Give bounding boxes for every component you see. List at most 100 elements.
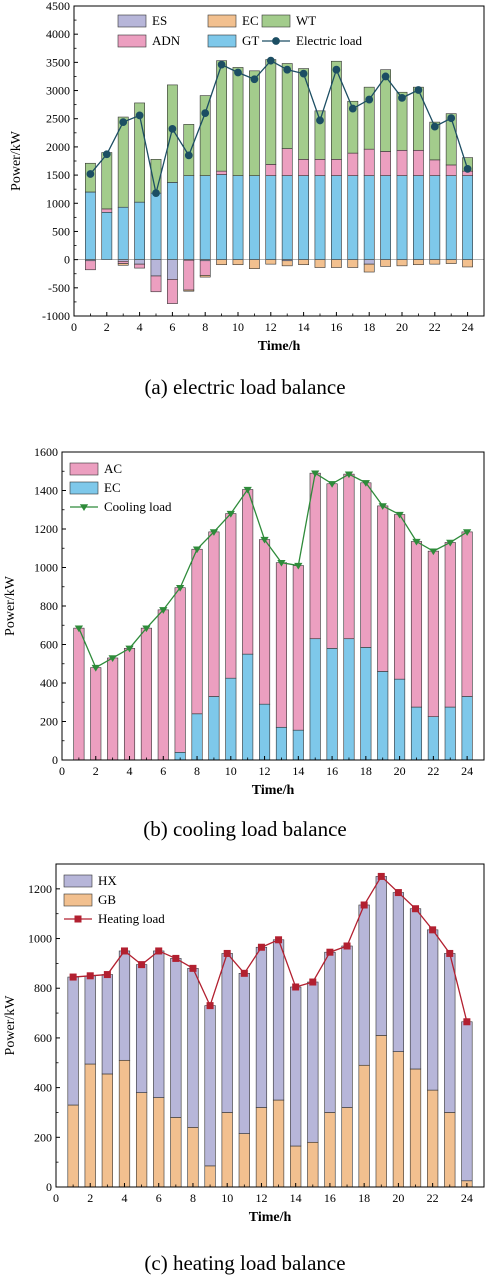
x-tick-label: 4 (121, 1191, 127, 1205)
bar-gt-5 (150, 192, 162, 260)
legend-label-cooling-load: Cooling load (104, 499, 172, 514)
point-2 (102, 150, 111, 159)
y-tick-label: 400 (40, 676, 58, 690)
bar-wt-16 (331, 60, 342, 160)
bar-ac-18 (360, 482, 372, 648)
legend-marker (74, 915, 82, 923)
bar-gt-16 (331, 175, 342, 260)
point-16 (326, 948, 334, 956)
x-tick-label: 10 (221, 1191, 233, 1205)
point-8 (189, 964, 197, 972)
bar-wt-7 (183, 124, 195, 176)
bar-ac-11 (242, 489, 254, 655)
bar-gb-16 (324, 1112, 336, 1188)
bar-ec-18 (363, 263, 375, 273)
x-tick-label: 2 (104, 320, 110, 334)
y-axis-label: Power/kW (3, 995, 18, 1056)
y-tick-label: 2500 (46, 112, 70, 126)
point-16 (327, 481, 337, 488)
bar-ec-23 (444, 706, 456, 761)
point-5 (152, 189, 160, 198)
legend-label-wt: WT (296, 13, 316, 28)
x-tick-label: 8 (194, 764, 200, 778)
bar-ec-19 (380, 259, 391, 267)
point-17 (344, 471, 354, 479)
bar-ac-13 (275, 562, 287, 728)
point-11 (243, 486, 252, 494)
point-20 (394, 889, 402, 897)
bar-hx-9 (204, 1005, 216, 1167)
point-22 (429, 548, 438, 556)
point-21 (414, 86, 423, 94)
point-1 (69, 973, 77, 981)
bar-gb-12 (255, 1107, 268, 1188)
bar-gb-17 (341, 1107, 353, 1188)
legend: ES EC WT ADN GT Electric load (117, 13, 363, 48)
x-tick-label: 22 (429, 320, 441, 334)
bar-hx-13 (272, 939, 285, 1101)
point-3 (108, 655, 117, 662)
point-13 (277, 559, 286, 567)
bar-ec-17 (343, 638, 355, 761)
x-tick-label: 20 (396, 320, 408, 334)
bar-ec-11 (249, 259, 260, 269)
bar-ac-4 (123, 648, 136, 761)
point-7 (184, 151, 193, 160)
bar-wt-22 (429, 121, 441, 161)
point-19 (378, 503, 387, 510)
point-21 (412, 538, 421, 546)
bar-adn-23 (445, 164, 457, 176)
point-2 (86, 972, 94, 980)
point-3 (103, 971, 111, 979)
x-tick-label: 10 (232, 320, 244, 334)
y-tick-label: -1000 (42, 309, 70, 323)
bar-ec-20 (396, 259, 408, 267)
bar-gb-21 (409, 1068, 422, 1188)
bar-gt-18 (363, 175, 375, 260)
line-heating-load (73, 875, 468, 1022)
caption: (b) cooling load balance (143, 817, 347, 841)
bar-wt-13 (281, 63, 293, 149)
bar-ac-15 (309, 472, 321, 640)
x-axis-label: Time/h (252, 783, 295, 798)
x-tick-label: 16 (330, 320, 342, 334)
y-tick-label: 2000 (46, 140, 70, 154)
bar-ec-10 (225, 677, 237, 761)
point-4 (120, 947, 128, 955)
line-cooling-load (78, 472, 468, 669)
x-tick-label: 18 (358, 1191, 370, 1205)
bars (73, 472, 473, 761)
bar-hx-10 (221, 953, 233, 1113)
bar-wt-14 (298, 68, 309, 160)
point-16 (332, 65, 341, 74)
point-21 (412, 905, 420, 913)
x-tick-label: 0 (71, 320, 77, 334)
bar-gt-15 (314, 175, 326, 260)
bar-ec-15 (309, 638, 321, 761)
point-2 (91, 664, 100, 672)
bar-hx-1 (67, 976, 79, 1106)
bar-ec-14 (292, 729, 304, 761)
chart-electric: -1000 -500 0 500 1000 1500 2000 2500 3000 3500 400… (9, 0, 485, 399)
bar-gt-23 (445, 175, 457, 260)
bar-hx-8 (187, 968, 199, 1128)
bar-adn-neg-6 (167, 279, 178, 304)
point-18 (365, 95, 374, 104)
bar-ec-20 (394, 678, 406, 761)
bar-gt-22 (429, 175, 441, 260)
x-tick-label: 12 (259, 764, 271, 778)
bar-gb-1 (67, 1104, 79, 1188)
y-tick-label: 200 (40, 715, 58, 729)
bar-ac-1 (73, 627, 85, 761)
point-8 (201, 109, 210, 117)
bar-gt-21 (413, 175, 424, 260)
point-20 (395, 511, 404, 519)
point-14 (299, 69, 308, 78)
bar-gt-24 (462, 175, 473, 260)
point-11 (250, 75, 259, 84)
x-tick-label: 14 (290, 1191, 302, 1205)
bar-gt-6 (167, 182, 178, 260)
bar-gb-22 (427, 1089, 439, 1188)
y-tick-label: 1000 (34, 561, 58, 575)
